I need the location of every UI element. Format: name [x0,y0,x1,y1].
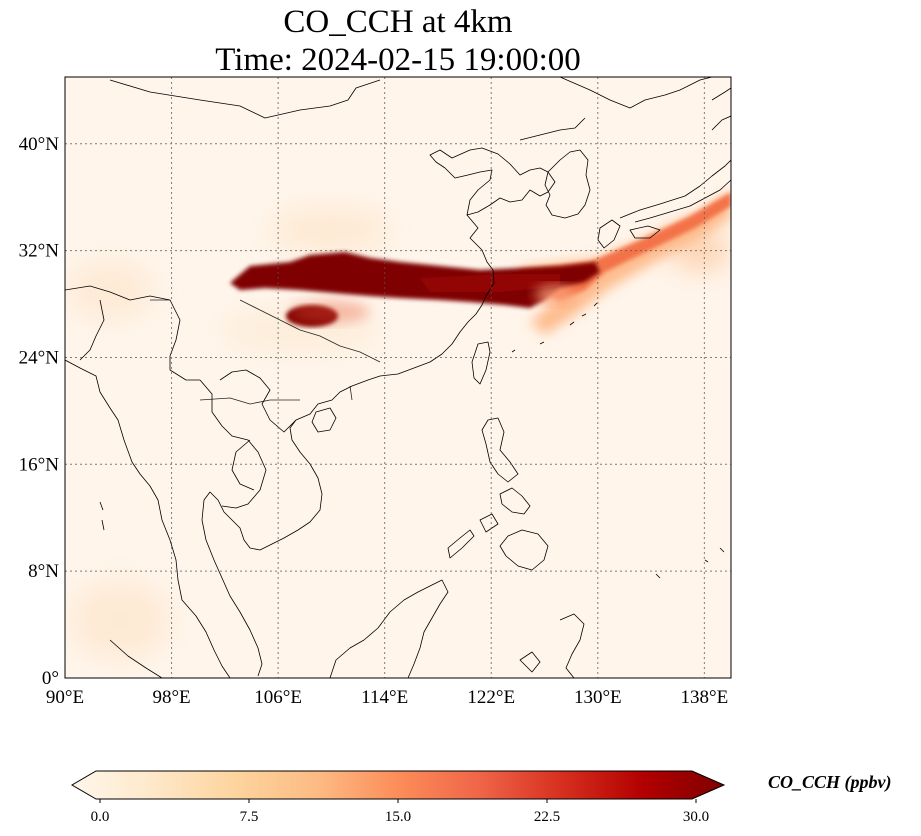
colorbar-label: CO_CCH (ppbv) [768,772,892,793]
sulawesi [519,613,585,678]
colorbar-body [71,770,726,800]
colorbar-tick-label: 15.0 [385,809,411,825]
colorbar-ticks: 0.0 7.5 15.0 22.5 30.0 [91,799,709,825]
co-plume [230,190,731,335]
japan-honshu [619,159,731,223]
lon-tick-label: 90°E [46,687,84,708]
colorbar-tick-label: 0.0 [91,809,110,825]
china-east-coast [295,214,495,421]
plume-light-patch [535,285,575,305]
korea-china-border [519,117,586,141]
japan-kyushu [597,219,621,249]
ryukyu-islands [511,302,598,353]
philippines-luzon [481,417,519,483]
korea-peninsula [544,149,591,219]
plume-main-band [230,252,600,308]
map-title: CO_CCH at 4km [283,4,513,40]
manchuria-border [559,77,713,109]
indochina-borders [169,369,297,509]
lon-tick-label: 106°E [254,687,302,708]
small-islands [99,501,725,579]
philippines-mindanao [499,529,549,571]
latitude-tick-labels: 0° 8°N 16°N 24°N 32°N 40°N [19,134,60,689]
lon-tick-label: 138°E [681,687,729,708]
taiwan [471,341,491,385]
sumatra [109,639,163,678]
lon-tick-label: 122°E [467,687,515,708]
china-interior-borders [150,299,381,405]
lat-tick-label: 32°N [19,241,60,262]
hainan [311,407,337,433]
colorbar-tick-label: 22.5 [534,809,560,825]
lat-tick-label: 16°N [19,454,60,475]
lat-tick-label: 0° [42,668,59,689]
colorbar: 0.0 7.5 15.0 22.5 30.0 CO_CCH (ppbv) [71,770,892,825]
map-background [65,77,731,678]
map-panel [65,77,731,678]
bohai-coast [429,147,556,216]
lat-tick-label: 24°N [19,347,60,368]
longitude-tick-labels: 90°E 98°E 106°E 114°E 122°E 130°E 138°E [46,687,728,708]
borneo [329,579,449,678]
philippines-visayas [479,487,531,533]
coastlines-and-borders [65,77,731,678]
colorbar-tick-label: 30.0 [683,809,709,825]
myanmar-borders [65,285,181,370]
colorbar-tick-label: 7.5 [240,809,259,825]
japan-shikoku [629,225,661,239]
gridlines [65,77,731,678]
plume-secondary-blob-halo [290,300,370,324]
map-frame [64,76,732,679]
map-subtitle-time: Time: 2024-02-15 19:00:00 [215,42,581,78]
myanmar-coast [65,359,231,678]
indochina-coast [201,419,323,677]
lat-tick-label: 40°N [19,134,60,155]
lat-tick-label: 8°N [28,561,59,582]
lon-tick-label: 98°E [152,687,190,708]
lon-tick-label: 130°E [574,687,622,708]
japan-north [711,87,731,131]
palawan [447,529,475,559]
north-china-border [109,79,381,119]
plume-core [420,274,560,292]
lon-tick-label: 114°E [361,687,408,708]
